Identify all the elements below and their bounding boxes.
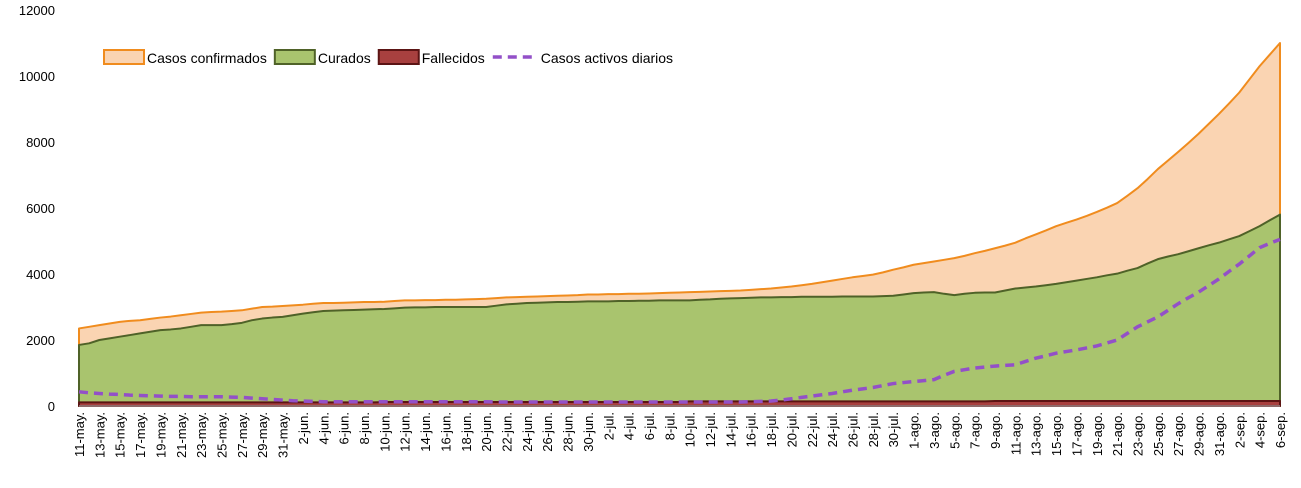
legend-label: Casos confirmados [147, 50, 267, 66]
x-tick-label: 28-jun. [561, 412, 576, 452]
x-tick-label: 17-may. [133, 412, 148, 458]
x-tick-label: 13-may. [92, 412, 107, 458]
y-tick-label: 4000 [26, 267, 55, 282]
x-tick-label: 4-jul. [622, 412, 637, 440]
x-tick-label: 19-may. [153, 412, 168, 458]
x-tick-label: 18-jun. [459, 412, 474, 452]
x-tick-label: 12-jul. [703, 412, 718, 447]
y-tick-label: 2000 [26, 333, 55, 348]
x-tick-label: 30-jun. [581, 412, 596, 452]
legend-label: Fallecidos [422, 50, 485, 66]
x-tick-label: 19-ago. [1090, 412, 1105, 456]
x-tick-label: 2-jun. [296, 412, 311, 445]
x-tick-label: 4-sep. [1253, 412, 1268, 448]
x-tick-label: 26-jul. [846, 412, 861, 447]
x-tick-label: 29-ago. [1192, 412, 1207, 456]
x-tick-label: 20-jul. [784, 412, 799, 447]
x-tick-label: 18-jul. [764, 412, 779, 447]
x-tick-label: 14-jul. [723, 412, 738, 447]
x-tick-label: 24-jun. [520, 412, 535, 452]
x-tick-label: 23-ago. [1131, 412, 1146, 456]
x-tick-label: 17-ago. [1069, 412, 1084, 456]
legend-swatch [377, 49, 420, 65]
x-tick-label: 21-may. [174, 412, 189, 458]
x-tick-label: 15-may. [113, 412, 128, 458]
x-tick-label: 27-ago. [1171, 412, 1186, 456]
x-tick-label: 23-may. [194, 412, 209, 458]
x-tick-label: 2-sep. [1232, 412, 1247, 448]
x-tick-label: 29-may. [255, 412, 270, 458]
x-tick-label: 25-may. [214, 412, 229, 458]
x-tick-label: 28-jul. [866, 412, 881, 447]
legend-swatch [103, 49, 145, 65]
x-tick-label: 2-jul. [601, 412, 616, 440]
legend-swatch [273, 49, 316, 65]
x-tick-label: 31-ago. [1212, 412, 1227, 456]
x-tick-label: 31-may. [276, 412, 291, 458]
x-tick-label: 6-jul. [642, 412, 657, 440]
x-tick-label: 21-ago. [1110, 412, 1125, 456]
x-tick-label: 26-jun. [540, 412, 555, 452]
x-tick-label: 15-ago. [1049, 412, 1064, 456]
x-tick-label: 11-may. [72, 412, 87, 457]
x-tick-label: 5-ago. [947, 412, 962, 449]
x-tick-label: 13-ago. [1029, 412, 1044, 456]
x-tick-label: 22-jun. [499, 412, 514, 452]
x-tick-label: 10-jul. [683, 412, 698, 447]
x-tick-label: 8-jul. [662, 412, 677, 440]
x-tick-label: 10-jun. [377, 412, 392, 452]
x-tick-label: 12-jun. [398, 412, 413, 452]
x-tick-label: 11-ago. [1008, 412, 1023, 455]
x-tick-label: 24-jul. [825, 412, 840, 447]
y-tick-label: 0 [48, 399, 55, 414]
x-tick-label: 7-ago. [968, 412, 983, 449]
x-tick-label: 16-jun. [438, 412, 453, 452]
x-tick-label: 16-jul. [744, 412, 759, 447]
x-tick-label: 27-may. [235, 412, 250, 458]
y-tick-label: 8000 [26, 135, 55, 150]
x-tick-label: 3-ago. [927, 412, 942, 449]
x-tick-label: 22-jul. [805, 412, 820, 447]
y-tick-label: 6000 [26, 201, 55, 216]
x-tick-label: 20-jun. [479, 412, 494, 452]
x-tick-label: 4-jun. [316, 412, 331, 445]
x-tick-label: 14-jun. [418, 412, 433, 452]
legend-label: Casos activos diarios [541, 50, 673, 66]
legend-label: Curados [318, 50, 371, 66]
y-tick-label: 12000 [19, 3, 55, 18]
x-tick-label: 1-ago. [907, 412, 922, 449]
x-tick-label: 6-jun. [337, 412, 352, 445]
x-tick-label: 9-ago. [988, 412, 1003, 449]
x-tick-label: 25-ago. [1151, 412, 1166, 456]
x-tick-label: 8-jun. [357, 412, 372, 445]
x-tick-label: 6-sep. [1273, 412, 1288, 448]
y-tick-label: 10000 [19, 69, 55, 84]
line [78, 237, 1281, 404]
x-tick-label: 30-jul. [886, 412, 901, 447]
area [78, 213, 1281, 407]
